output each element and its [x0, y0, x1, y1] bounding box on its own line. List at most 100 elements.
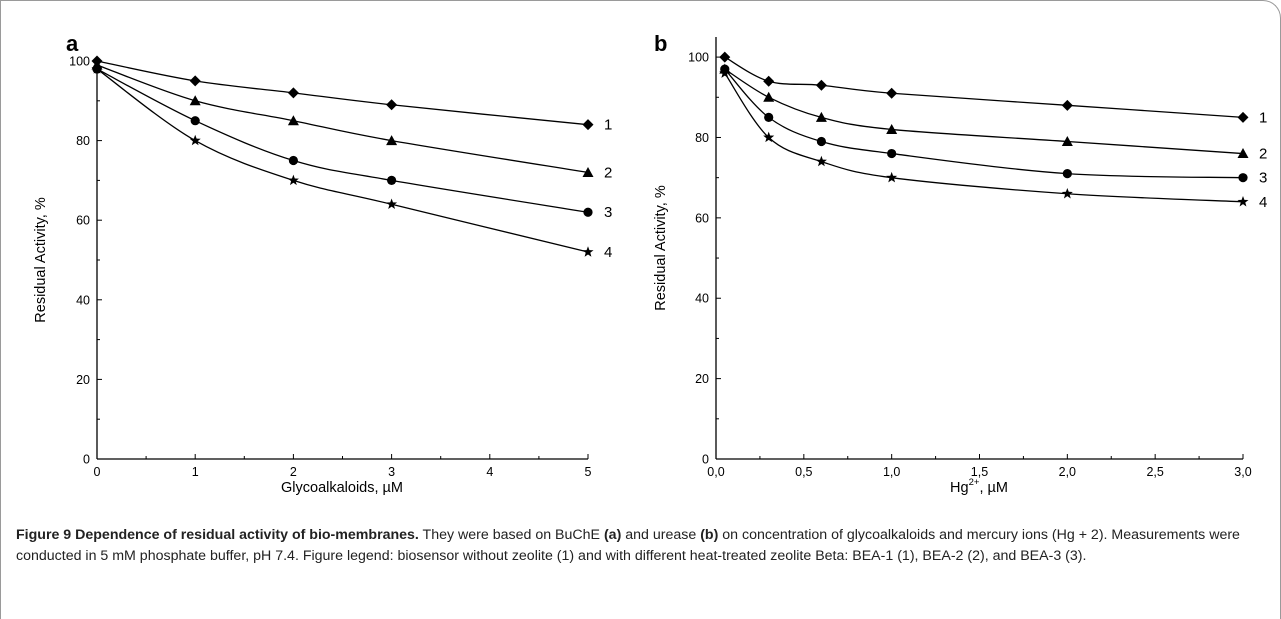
y-tick-label: 100 — [688, 51, 709, 65]
x-tick-label: 4 — [486, 465, 493, 479]
data-point-diamond — [1061, 99, 1073, 111]
y-tick-label: 0 — [702, 453, 709, 467]
data-point-circle — [583, 207, 593, 217]
data-point-circle — [1238, 173, 1248, 183]
x-tick-label: 0 — [94, 465, 101, 479]
figure-chart-area: a 0 1 2 3 4 5 0 20 40 60 80 100 Glycoalkaloids, µM Res… — [33, 31, 1267, 496]
x-tick-label: 1,5 — [971, 465, 988, 479]
series-line — [724, 68, 1244, 179]
data-point-triangle — [189, 95, 201, 106]
caption-bold-b: (b) — [700, 527, 719, 543]
y-tick-label: 40 — [695, 292, 709, 306]
data-point-star — [719, 67, 731, 78]
x-tick-label: 2 — [290, 465, 297, 479]
y-tick-label: 80 — [695, 131, 709, 145]
series-4: 4 — [91, 63, 612, 261]
data-point-triangle — [1061, 135, 1073, 146]
y-tick-label: 20 — [76, 373, 90, 387]
series-4: 4 — [719, 67, 1267, 211]
series-line — [96, 64, 589, 174]
y-tick-label: 20 — [695, 372, 709, 386]
series-label: 4 — [604, 244, 612, 261]
data-point-diamond — [189, 75, 201, 87]
series-label: 1 — [604, 117, 612, 134]
series-label: 3 — [604, 204, 612, 221]
data-point-star — [287, 174, 299, 186]
data-point-diamond — [1237, 111, 1249, 123]
y-tick-label: 40 — [76, 293, 90, 307]
x-tick-label: 2,5 — [1146, 465, 1163, 479]
series-label: 2 — [1259, 146, 1267, 163]
data-point-triangle — [1237, 148, 1249, 159]
x-axis-title: Glycoalkaloids, µM — [281, 480, 403, 496]
caption-text-2: and urease — [621, 527, 701, 543]
data-point-diamond — [287, 87, 299, 99]
data-point-star — [763, 131, 775, 143]
series-line — [96, 60, 589, 126]
x-tick-label: 2,0 — [1059, 465, 1076, 479]
series-1: 1 — [719, 51, 1267, 126]
x-tick-label: 3 — [388, 465, 395, 479]
y-tick-label: 80 — [76, 134, 90, 148]
series-1: 1 — [91, 55, 612, 134]
data-point-circle — [190, 116, 200, 126]
y-tick-label: 60 — [695, 211, 709, 225]
chart-panel-a: a 0 1 2 3 4 5 0 20 40 60 80 100 Glycoalkaloids, µM Res… — [33, 31, 612, 496]
series-label: 2 — [604, 164, 612, 181]
panel-letter-a: a — [66, 31, 79, 56]
data-point-triangle — [386, 135, 398, 146]
series-line — [724, 56, 1244, 119]
data-point-diamond — [386, 99, 398, 111]
data-point-star — [886, 171, 898, 183]
x-tick-label: 5 — [585, 465, 592, 479]
caption-text-3: on concentration of glycoalkaloids and m… — [16, 527, 1240, 564]
data-point-star — [386, 198, 398, 209]
caption-title: Figure 9 Dependence of residual activity… — [16, 527, 419, 543]
x-tick-label: 1,0 — [883, 465, 900, 479]
series-line — [724, 68, 1244, 155]
series-line — [96, 68, 589, 213]
y-tick-label: 100 — [69, 55, 90, 69]
data-point-diamond — [815, 79, 827, 91]
y-axis-title: Residual Activity, % — [653, 185, 669, 311]
x-tick-label: 0,0 — [707, 465, 724, 479]
data-point-triangle — [582, 166, 594, 177]
series-label: 1 — [1259, 109, 1267, 126]
data-point-star — [582, 246, 594, 257]
data-point-star — [91, 63, 103, 74]
data-point-circle — [1062, 169, 1072, 179]
data-point-diamond — [763, 75, 775, 87]
series-label: 3 — [1259, 170, 1267, 187]
data-point-circle — [288, 155, 298, 166]
chart-panel-b: b 0,0 0,5 1,0 1,5 2,0 2,5 3,0 0 20 40 60 80 100 Hg2+, … — [653, 31, 1267, 496]
series-line — [724, 72, 1244, 203]
x-axis-title: Hg2+, µM — [950, 477, 1008, 496]
data-point-circle — [764, 112, 774, 122]
data-point-star — [1061, 187, 1073, 199]
x-tick-label: 1 — [192, 465, 199, 479]
data-point-triangle — [886, 123, 898, 134]
data-point-diamond — [886, 87, 898, 99]
x-tick-label: 3,0 — [1234, 465, 1251, 479]
data-point-star — [189, 134, 201, 146]
data-point-circle — [816, 136, 827, 147]
figure-caption: Figure 9 Dependence of residual activity… — [16, 525, 1266, 566]
data-point-diamond — [719, 51, 731, 63]
panel-letter-b: b — [654, 31, 667, 56]
series-3: 3 — [92, 64, 612, 221]
y-tick-label: 60 — [76, 214, 90, 228]
data-point-star — [815, 155, 827, 167]
data-point-circle — [887, 148, 897, 159]
data-point-triangle — [763, 91, 775, 102]
series-line — [96, 68, 589, 253]
series-2: 2 — [91, 59, 612, 181]
series-label: 4 — [1259, 194, 1267, 211]
caption-text-1: They were based on BuChE — [418, 527, 604, 543]
data-point-triangle — [815, 111, 827, 122]
caption-bold-a: (a) — [603, 527, 622, 543]
y-axis-title: Residual Activity, % — [33, 197, 49, 323]
series-3: 3 — [720, 64, 1267, 187]
data-point-diamond — [582, 119, 594, 131]
data-point-triangle — [287, 115, 299, 126]
x-tick-label: 0,5 — [795, 465, 812, 479]
